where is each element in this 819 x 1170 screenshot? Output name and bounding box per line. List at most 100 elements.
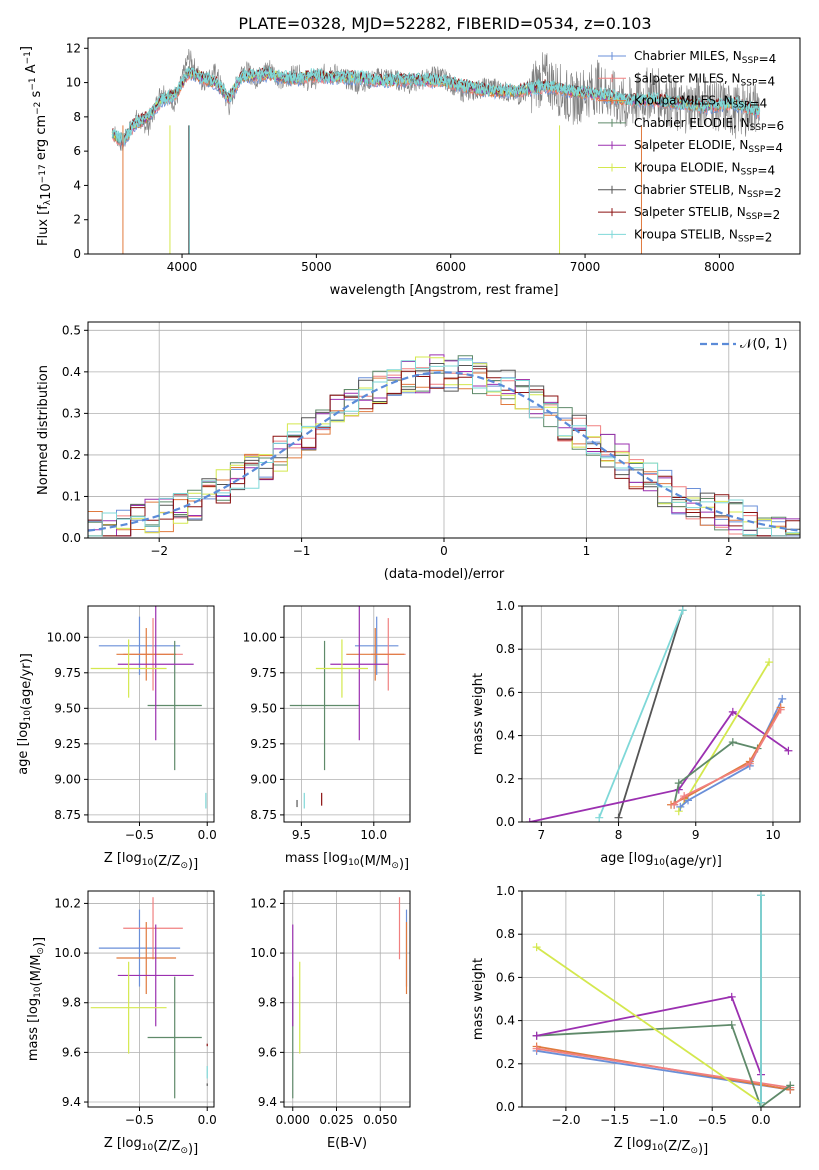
point-chabrier_elodie [727, 1020, 736, 1029]
y-tick-label: 2 [73, 213, 81, 227]
y-tick-label: 9.8 [258, 996, 277, 1010]
gaussian-curve [88, 371, 800, 532]
y-tick-label: 0.8 [496, 927, 515, 941]
y-tick-label: 8 [73, 110, 81, 124]
x-tick-label: 0.0 [751, 1113, 770, 1127]
y-axis-label: mass weight [471, 958, 486, 1040]
y-tick-label: 10.0 [54, 946, 81, 960]
x-tick-label: 9.5 [292, 828, 311, 842]
axes-mass_vs_Z: −0.5 0.0 9.4 9.6 9.8 10.0 10.2 Z [log10(Z/Z⊙)] m… [26, 890, 217, 1157]
legend-entry: Salpeter MILES, NSSP=4 [634, 71, 775, 88]
y-tick-label: 0.4 [496, 729, 515, 743]
x-tick-label: 6000 [435, 260, 466, 274]
point-salpeter_elodie [728, 707, 737, 716]
point-salpeter_miles [745, 759, 754, 768]
point-salpeter_miles [670, 800, 679, 809]
y-tick-label: 0.6 [496, 970, 515, 984]
legend-entry: Kroupa STELIB, NSSP=2 [634, 227, 772, 244]
y-tick-label: 9.4 [62, 1095, 81, 1109]
figure-title: PLATE=0328, MJD=52282, FIBERID=0534, z=0… [238, 14, 651, 33]
y-tick-label: 0.0 [62, 531, 81, 545]
x-tick-label: 10.0 [360, 828, 387, 842]
y-tick-label: 9.75 [54, 666, 81, 680]
y-tick-label: 8.75 [250, 808, 277, 822]
y-tick-label: 0.1 [62, 489, 81, 503]
axes-mass_vs_ebv: 0.000 0.025 0.050 9.4 9.6 9.8 10.0 10.2 E(B-V) [250, 890, 411, 1151]
y-tick-label: 0.2 [62, 448, 81, 462]
plot-area-mass_weight_vs_age [525, 606, 793, 822]
y-tick-label: 0.0 [496, 815, 515, 829]
x-axis-label: wavelength [Angstrom, rest frame] [330, 283, 559, 298]
x-tick-label: 2 [725, 544, 733, 558]
series-salpeter_elodie [536, 995, 762, 1075]
axes-age_vs_Z: −0.5 0.0 8.75 9.00 9.25 9.50 9.75 10.00 Z [log10… [16, 605, 217, 872]
point-chabrier_elodie [728, 738, 737, 747]
x-tick-label: 7000 [570, 260, 601, 274]
x-tick-label: 4000 [167, 260, 198, 274]
series-salpeter_miles [536, 1047, 791, 1089]
y-tick-label: 9.50 [54, 701, 81, 715]
x-tick-label: −0.5 [125, 1113, 154, 1127]
x-tick-label: 0.025 [319, 1113, 353, 1127]
series-kroupa_elodie [536, 946, 762, 1104]
axes-frame [521, 605, 801, 823]
x-tick-label: −1 [293, 544, 311, 558]
plot-area-residuals [88, 354, 800, 537]
y-tick-label: 9.00 [250, 772, 277, 786]
axes-frame [521, 890, 801, 1108]
x-axis-label: Z [log10(Z/Z⊙)] [104, 1136, 198, 1157]
plot-area-age_vs_Z [90, 606, 207, 809]
x-tick-label: 5000 [301, 260, 332, 274]
legend-entry: Chabrier MILES, NSSP=4 [634, 49, 776, 66]
series-chabrier_elodie [536, 1023, 791, 1107]
x-axis-label: mass [log10(M/M⊙)] [285, 851, 409, 872]
y-tick-label: 10.00 [243, 630, 277, 644]
y-axis-label: age [log10(age/yr)] [16, 653, 34, 775]
y-tick-label: 0.6 [496, 685, 515, 699]
y-tick-label: 0.3 [62, 406, 81, 420]
axes-frame [87, 37, 801, 255]
y-tick-label: 6 [73, 144, 81, 158]
point-chabrier_stelib [614, 813, 623, 822]
y-tick-label: 12 [66, 41, 81, 55]
axes-frame [87, 890, 215, 1108]
spectrum-legend: Chabrier MILES, NSSP=4 Salpeter MILES, NS… [598, 49, 784, 244]
y-tick-label: 9.25 [54, 737, 81, 751]
histogram-kroupa_stelib [88, 359, 800, 537]
legend-entry: Kroupa ELODIE, NSSP=4 [634, 161, 775, 178]
y-tick-label: 4 [73, 178, 81, 192]
plot-area-spectrum [111, 48, 761, 254]
series-salpeter_elodie [529, 710, 789, 822]
y-axis-label: mass [log10(M/M⊙)] [26, 937, 47, 1061]
point-kroupa_stelib [678, 606, 687, 615]
plot-area-age_vs_mass [289, 606, 406, 809]
point-chabrier_miles [676, 802, 685, 811]
y-tick-label: 9.25 [250, 737, 277, 751]
x-tick-label: 10 [765, 828, 780, 842]
y-tick-label: 10.00 [47, 630, 81, 644]
y-axis-label: mass weight [471, 673, 486, 755]
point-salpeter_elodie [532, 1031, 541, 1040]
x-axis-label: Z [log10(Z/Z⊙)] [614, 1136, 708, 1157]
spectrum-model-main [111, 66, 761, 145]
point-kroupa_elodie [674, 807, 683, 816]
y-tick-label: 0.4 [496, 1014, 515, 1028]
y-tick-label: 0.8 [496, 642, 515, 656]
axes-frame [87, 605, 215, 823]
y-tick-label: 0.5 [62, 323, 81, 337]
y-tick-label: 8.75 [54, 808, 81, 822]
x-axis-label: E(B-V) [327, 1136, 367, 1151]
legend-entry: 𝒩(0, 1) [740, 337, 787, 352]
x-tick-label: 0 [440, 544, 448, 558]
plot-area-mass_vs_ebv [292, 897, 408, 1099]
point-salpeter_elodie [727, 992, 736, 1001]
y-tick-label: 0.4 [62, 365, 81, 379]
axes-spectrum: 4000 5000 6000 7000 8000 0 2 4 6 8 10 12 wavelength … [19, 37, 801, 298]
x-tick-label: −2.0 [551, 1113, 580, 1127]
series-chabrier_stelib [617, 610, 684, 818]
x-tick-label: 0.050 [363, 1113, 397, 1127]
series-chabrier_elodie [673, 741, 758, 805]
point-salpeter_miles [776, 705, 785, 714]
axes-frame [283, 605, 411, 823]
